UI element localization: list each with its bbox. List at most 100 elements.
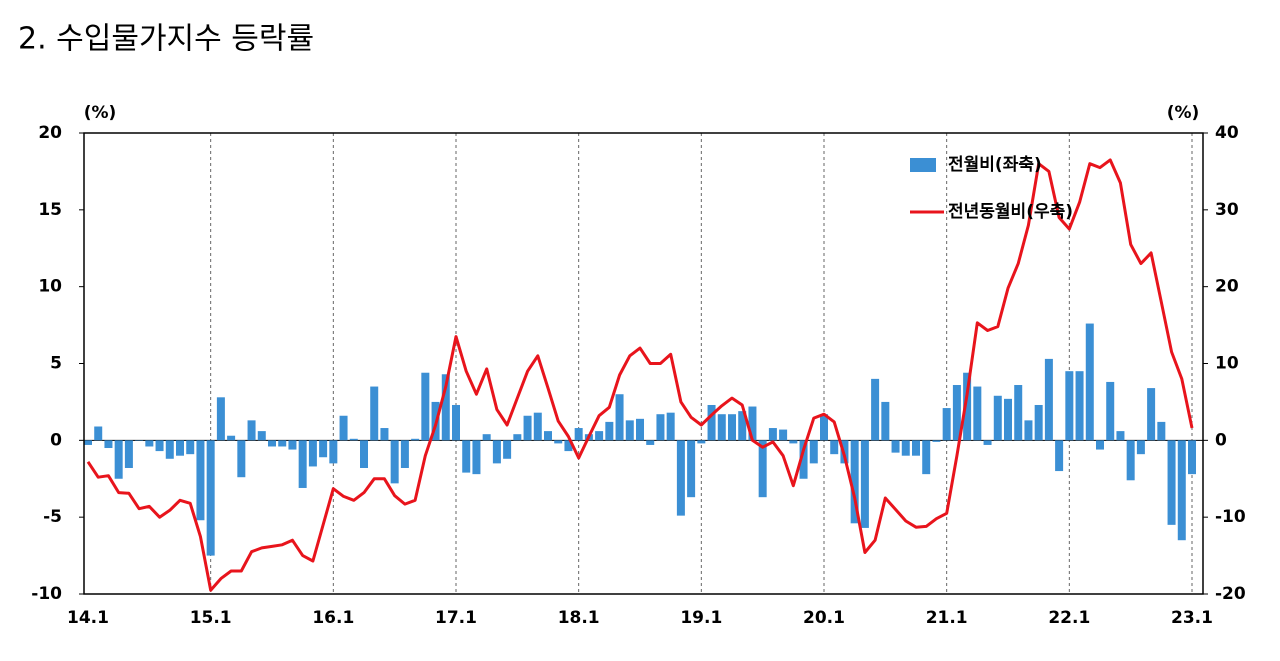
y-tick-label: 20 — [38, 123, 62, 143]
bar — [636, 418, 644, 441]
bar — [441, 374, 450, 441]
y2-tick-label: 0 — [1215, 430, 1227, 450]
bar — [891, 440, 900, 453]
bar — [135, 440, 144, 441]
bar — [492, 440, 501, 464]
bar — [595, 431, 604, 441]
bar — [462, 440, 471, 473]
bar — [380, 428, 389, 441]
y-tick-label: 5 — [50, 354, 62, 374]
bar — [452, 404, 460, 441]
bar — [94, 426, 103, 441]
bar — [1116, 431, 1125, 441]
bar — [748, 406, 757, 441]
bar — [993, 395, 1002, 441]
bar — [145, 440, 154, 447]
legend-label: 전년동월비(우축) — [948, 202, 1073, 222]
bar — [1136, 440, 1145, 455]
bar — [227, 435, 236, 441]
bar — [789, 440, 798, 444]
chart-title: 2. 수입물가지수 등락률 — [18, 22, 314, 57]
bar — [922, 440, 931, 475]
bar — [574, 428, 583, 441]
bar — [779, 429, 788, 441]
line — [86, 158, 1194, 592]
bar — [288, 440, 297, 450]
bar — [370, 386, 379, 441]
bar — [308, 440, 317, 467]
bar — [155, 440, 164, 452]
bar — [881, 401, 890, 441]
bar — [1126, 440, 1135, 481]
bar — [114, 440, 123, 479]
bar — [186, 440, 195, 455]
bar — [400, 440, 409, 468]
bar — [1085, 323, 1094, 441]
legend-swatch — [910, 158, 936, 172]
y2-tick-label: 20 — [1215, 277, 1239, 297]
bar — [860, 440, 869, 528]
bar — [738, 411, 747, 441]
bar — [983, 440, 992, 445]
y-tick-label: 10 — [38, 277, 62, 297]
x-tick-label: 23.1 — [1171, 608, 1213, 628]
bar — [544, 431, 552, 441]
y2-tick-label: 40 — [1215, 123, 1239, 143]
bar — [707, 404, 716, 441]
bar — [850, 440, 859, 524]
bar — [697, 440, 706, 444]
bar — [871, 378, 880, 441]
bar — [124, 440, 133, 468]
y2-tick-label: 10 — [1215, 354, 1239, 374]
bar — [165, 440, 174, 459]
y2-tick-label: 30 — [1215, 200, 1239, 220]
bar — [247, 420, 256, 441]
bar — [1157, 421, 1166, 441]
bar — [564, 440, 573, 452]
bar — [1188, 440, 1196, 475]
bar — [1106, 381, 1115, 441]
y-tick-label: 15 — [38, 200, 62, 220]
bar — [298, 440, 307, 488]
bar — [533, 412, 542, 441]
bar — [1024, 420, 1033, 441]
bar — [912, 440, 920, 456]
bar — [237, 440, 246, 478]
bar — [216, 397, 225, 441]
bar — [503, 440, 512, 459]
bar — [901, 440, 910, 456]
y2-tick-label: -10 — [1215, 507, 1246, 527]
bar — [554, 440, 563, 444]
bar — [758, 440, 767, 498]
bar — [411, 438, 420, 441]
bar — [717, 414, 726, 441]
bar — [728, 414, 736, 441]
bar — [278, 440, 287, 447]
bar — [1014, 385, 1023, 441]
bar — [687, 440, 696, 498]
y-tick-label: -10 — [31, 584, 62, 604]
plot-frame — [83, 132, 1204, 595]
bar — [676, 440, 685, 516]
y-axis-label: (%) — [84, 103, 117, 123]
bar — [605, 421, 614, 441]
bar — [666, 412, 675, 441]
x-tick-label: 14.1 — [67, 608, 109, 628]
bar — [329, 440, 338, 464]
x-tick-label: 17.1 — [435, 608, 477, 628]
bar — [646, 440, 655, 445]
bar — [1034, 404, 1043, 441]
bar — [625, 420, 634, 441]
bar — [1167, 440, 1176, 525]
bar — [830, 440, 839, 455]
bar — [942, 408, 951, 441]
bar — [472, 440, 481, 475]
x-tick-label: 18.1 — [558, 608, 600, 628]
bar — [482, 434, 491, 441]
bar — [196, 440, 205, 521]
bar — [319, 440, 328, 458]
bar — [206, 440, 215, 556]
bar — [952, 385, 961, 441]
bar — [104, 440, 113, 449]
